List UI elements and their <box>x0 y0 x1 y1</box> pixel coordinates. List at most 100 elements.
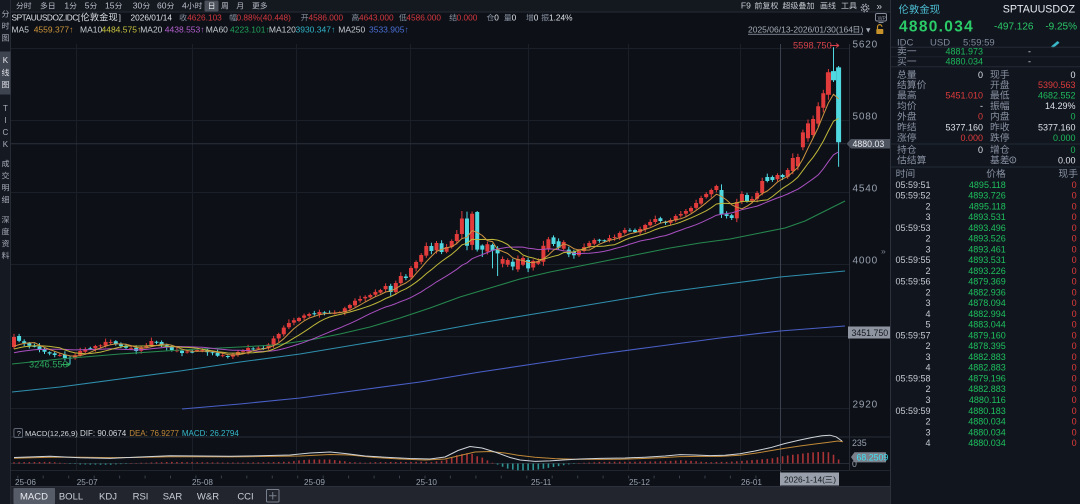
svg-text:05:59:57: 05:59:57 <box>895 330 930 340</box>
svg-text:4882.994: 4882.994 <box>968 309 1006 319</box>
svg-text:4: 4 <box>925 438 930 448</box>
svg-text:0: 0 <box>1072 406 1077 416</box>
svg-text:2026-1-14(: 2026-1-14( <box>784 475 825 485</box>
svg-text:4893.531: 4893.531 <box>968 212 1006 222</box>
svg-text:2026/01/14: 2026/01/14 <box>131 13 173 23</box>
svg-text:25-06: 25-06 <box>15 478 36 487</box>
svg-text:-9.25%: -9.25% <box>1045 22 1077 33</box>
svg-text:4484.575↑: 4484.575↑ <box>102 25 142 35</box>
svg-text:4893.461: 4893.461 <box>968 244 1006 254</box>
svg-text:05:59:51: 05:59:51 <box>895 180 930 190</box>
svg-text:2: 2 <box>925 201 930 211</box>
svg-text:1: 1 <box>64 1 69 11</box>
svg-text:CCI: CCI <box>237 492 253 503</box>
svg-text:]: ] <box>119 13 121 23</box>
svg-text:0: 0 <box>1072 374 1077 384</box>
svg-text:SPTAUUSDOZ.IDC[: SPTAUUSDOZ.IDC[ <box>12 13 81 23</box>
svg-text:25-07: 25-07 <box>77 478 98 487</box>
svg-text:05:59:59: 05:59:59 <box>895 406 930 416</box>
svg-text:-: - <box>1028 46 1031 56</box>
svg-text:4879.196: 4879.196 <box>968 374 1006 384</box>
svg-text:5: 5 <box>85 1 90 11</box>
svg-text:K: K <box>3 140 9 149</box>
svg-text:K: K <box>3 56 9 65</box>
svg-text:60: 60 <box>157 1 167 11</box>
svg-text:MACD(12,26,9): MACD(12,26,9) <box>25 429 78 438</box>
svg-text:05:59:58: 05:59:58 <box>895 374 930 384</box>
svg-text:4559.377↑: 4559.377↑ <box>34 25 74 35</box>
svg-text:4879.160: 4879.160 <box>968 330 1006 340</box>
svg-text:4893.526: 4893.526 <box>968 234 1006 244</box>
svg-text:4878.395: 4878.395 <box>968 341 1006 351</box>
svg-text:2: 2 <box>925 417 930 427</box>
svg-text:MA5: MA5 <box>12 25 30 35</box>
svg-text:4586.000: 4586.000 <box>309 13 344 23</box>
svg-text:?: ? <box>17 429 21 438</box>
svg-text:4880.03: 4880.03 <box>853 139 885 149</box>
svg-text:-: - <box>980 101 983 111</box>
svg-text:5377.160: 5377.160 <box>945 122 983 132</box>
svg-text:25-12: 25-12 <box>629 478 650 487</box>
svg-text:5377.160: 5377.160 <box>1038 122 1076 132</box>
svg-text:3: 3 <box>925 298 930 308</box>
svg-text:4882.883: 4882.883 <box>968 352 1006 362</box>
svg-text:3: 3 <box>925 244 930 254</box>
svg-text:25-11: 25-11 <box>531 478 552 487</box>
svg-text:0: 0 <box>1072 417 1077 427</box>
svg-text:2920: 2920 <box>853 400 878 411</box>
svg-text:2025/06/13-2026/01/30(164: 2025/06/13-2026/01/30(164 <box>748 24 853 34</box>
svg-text:4: 4 <box>182 1 187 11</box>
svg-text:4880.034: 4880.034 <box>945 57 983 67</box>
svg-text:14.29%: 14.29% <box>1045 101 1076 111</box>
svg-text:26-01: 26-01 <box>741 478 762 487</box>
svg-text:4893.226: 4893.226 <box>968 266 1006 276</box>
svg-text:WP: WP <box>878 16 887 22</box>
svg-text:0.000: 0.000 <box>960 133 983 143</box>
svg-text:DEA: 76.9277: DEA: 76.9277 <box>129 429 179 438</box>
svg-text:SAR: SAR <box>163 492 183 503</box>
svg-text:DIF: 90.0674: DIF: 90.0674 <box>80 429 127 438</box>
svg-text:4880.034: 4880.034 <box>899 19 974 36</box>
svg-text:0.000: 0.000 <box>457 13 478 23</box>
svg-text:MA10: MA10 <box>80 25 102 35</box>
svg-text:0: 0 <box>1070 70 1075 80</box>
svg-text:4882.883: 4882.883 <box>968 363 1006 373</box>
svg-text:2: 2 <box>925 266 930 276</box>
svg-text:MA60: MA60 <box>206 25 228 35</box>
svg-text:5451.010: 5451.010 <box>945 90 983 100</box>
svg-text:0: 0 <box>978 145 983 155</box>
svg-text:4879.369: 4879.369 <box>968 277 1006 287</box>
svg-text:0: 0 <box>1072 320 1077 330</box>
svg-text:0: 0 <box>1072 244 1077 254</box>
svg-text:0: 0 <box>1072 180 1077 190</box>
svg-text:»: » <box>877 2 883 13</box>
svg-text:0: 0 <box>1072 341 1077 351</box>
svg-text:0: 0 <box>534 13 539 23</box>
svg-text:0: 0 <box>978 112 983 122</box>
svg-text:5620: 5620 <box>853 40 878 51</box>
svg-text:4438.553↑: 4438.553↑ <box>165 25 205 35</box>
svg-text:0: 0 <box>494 13 499 23</box>
svg-text:0: 0 <box>1070 112 1075 122</box>
svg-text:0: 0 <box>1072 191 1077 201</box>
svg-text:5390.563: 5390.563 <box>1038 80 1076 90</box>
svg-text:▼: ▼ <box>865 26 872 35</box>
svg-text:0.00: 0.00 <box>1058 155 1076 165</box>
svg-text:4895.118: 4895.118 <box>969 180 1006 190</box>
svg-text:2: 2 <box>925 287 930 297</box>
svg-text:0: 0 <box>978 70 983 80</box>
svg-text:4880.183: 4880.183 <box>968 406 1006 416</box>
svg-text:4223.101↑: 4223.101↑ <box>230 25 270 35</box>
svg-text:4893.531: 4893.531 <box>968 255 1006 265</box>
svg-text:0: 0 <box>1072 298 1077 308</box>
svg-text:C: C <box>3 128 9 137</box>
svg-text:15: 15 <box>105 1 115 11</box>
svg-text:4880.034: 4880.034 <box>968 417 1006 427</box>
svg-text:4880.034: 4880.034 <box>968 438 1006 448</box>
svg-text:4882.883: 4882.883 <box>968 384 1006 394</box>
svg-text:0: 0 <box>512 13 517 23</box>
svg-text:1.24%: 1.24% <box>549 13 573 23</box>
svg-text:0: 0 <box>1072 384 1077 394</box>
svg-text:0: 0 <box>1070 145 1075 155</box>
svg-text:4626.103: 4626.103 <box>187 13 222 23</box>
